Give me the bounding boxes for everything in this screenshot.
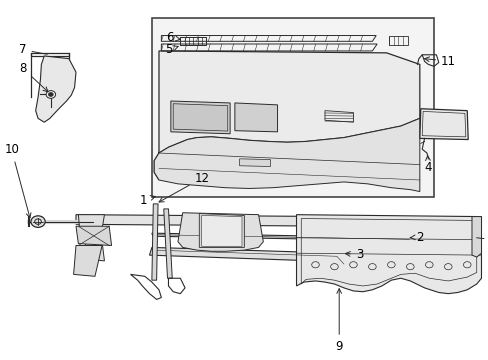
Polygon shape <box>234 103 277 132</box>
Text: 11: 11 <box>424 55 455 68</box>
Polygon shape <box>239 159 270 167</box>
Polygon shape <box>152 204 158 280</box>
Polygon shape <box>36 56 76 122</box>
Polygon shape <box>419 109 467 140</box>
Polygon shape <box>154 51 419 180</box>
Polygon shape <box>152 233 410 241</box>
Polygon shape <box>471 217 481 257</box>
Polygon shape <box>178 213 263 251</box>
Polygon shape <box>170 101 230 134</box>
Text: 10: 10 <box>4 143 31 218</box>
Text: 7: 7 <box>19 43 47 56</box>
Polygon shape <box>85 242 104 261</box>
Polygon shape <box>296 215 481 294</box>
Text: 3: 3 <box>345 248 363 261</box>
Text: 12: 12 <box>159 172 209 202</box>
Text: 2: 2 <box>409 230 423 243</box>
Text: 1: 1 <box>140 194 155 207</box>
Text: 5: 5 <box>164 43 178 56</box>
Bar <box>152 18 433 197</box>
Polygon shape <box>78 215 104 244</box>
Circle shape <box>48 93 53 96</box>
Circle shape <box>31 216 45 228</box>
Polygon shape <box>76 226 111 246</box>
Polygon shape <box>149 247 353 268</box>
Polygon shape <box>163 209 172 278</box>
Polygon shape <box>74 246 102 276</box>
Polygon shape <box>199 213 244 247</box>
Polygon shape <box>201 215 242 246</box>
Polygon shape <box>173 104 227 131</box>
Polygon shape <box>76 215 341 226</box>
Text: 9: 9 <box>335 289 342 353</box>
Circle shape <box>46 91 56 98</box>
Text: 8: 8 <box>19 62 48 92</box>
Text: 6: 6 <box>165 31 180 44</box>
Polygon shape <box>154 118 419 192</box>
Text: 4: 4 <box>424 155 431 174</box>
